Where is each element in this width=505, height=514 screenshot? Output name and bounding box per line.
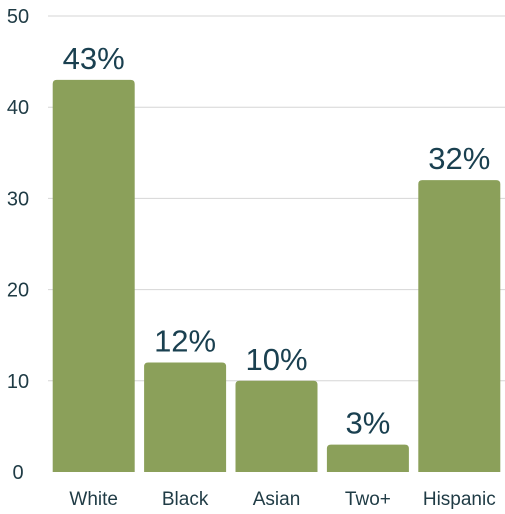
bar-black — [144, 362, 227, 472]
data-label: 12% — [154, 324, 216, 359]
bar-white — [52, 79, 135, 472]
x-tick-label: Black — [162, 489, 209, 510]
bars — [52, 79, 501, 472]
data-label: 10% — [245, 342, 307, 377]
bar-hispanic — [418, 180, 501, 472]
y-tick-label: 20 — [7, 280, 29, 302]
y-tick-label: 50 — [7, 6, 29, 28]
data-label: 3% — [345, 406, 390, 441]
x-tick-label: Asian — [253, 489, 301, 510]
x-tick-label: Two+ — [345, 489, 391, 510]
y-tick-label: 10 — [7, 371, 29, 393]
y-tick-label: 0 — [12, 462, 23, 484]
bar-asian — [235, 380, 318, 472]
y-axis: 0 10 20 30 40 50 — [7, 6, 29, 484]
data-label: 43% — [63, 41, 125, 76]
y-tick-label: 30 — [7, 188, 29, 210]
x-tick-label: Hispanic — [423, 489, 496, 510]
data-label: 32% — [428, 141, 490, 176]
data-labels: 43% 12% 10% 3% 32% — [63, 41, 491, 441]
y-tick-label: 40 — [7, 97, 29, 119]
bar-two — [326, 444, 409, 472]
x-tick-label: White — [69, 489, 118, 510]
x-axis: White Black Asian Two+ Hispanic — [69, 489, 495, 510]
